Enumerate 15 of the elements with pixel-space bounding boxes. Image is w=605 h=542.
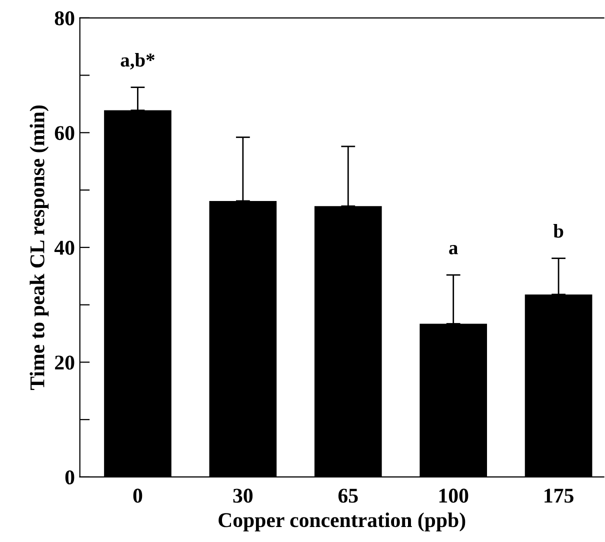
y-tick-label: 0 [65, 470, 74, 484]
x-axis-title: Copper concentration (ppb) [218, 512, 466, 532]
annotation: a,b* [120, 53, 154, 70]
annotation: a [449, 245, 458, 254]
y-tick-label: 40 [54, 240, 74, 255]
y-tick-label: 20 [55, 356, 74, 370]
y-tick-label: 80 [54, 11, 74, 26]
x-tick-label: 0 [133, 488, 142, 503]
y-axis-title: Time to peak CL response (min) [30, 105, 49, 390]
x-tick-label: 175 [544, 488, 574, 503]
x-tick-label: 30 [233, 488, 253, 503]
x-tick-label: 100 [439, 488, 468, 503]
x-tick-label: 65 [338, 488, 358, 503]
y-tick-label: 60 [54, 126, 74, 140]
annotation: b [553, 224, 564, 238]
